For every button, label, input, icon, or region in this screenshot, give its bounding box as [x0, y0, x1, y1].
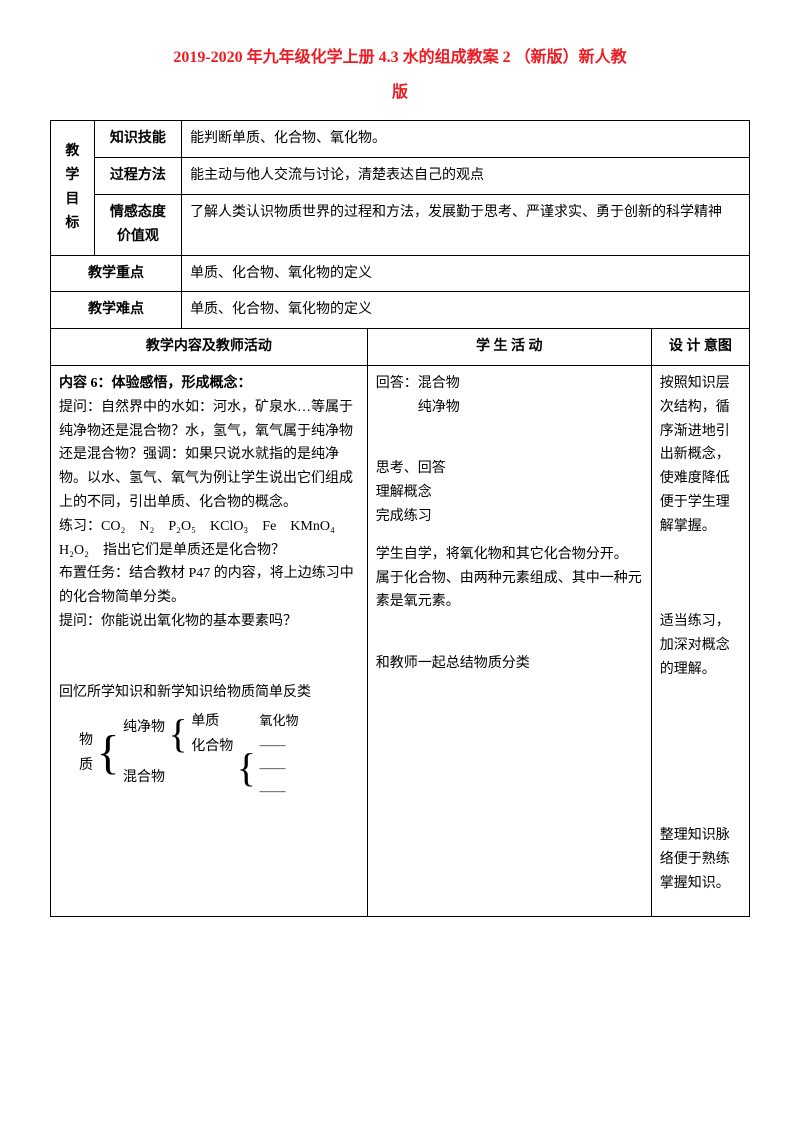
goal-content-attitude: 了解人类认识物质世界的过程和方法，发展勤于思考、严谨求实、勇于创新的科学精神: [182, 194, 750, 255]
bracket-icon: {: [237, 758, 256, 778]
col-intent: 设 计 意图: [651, 329, 749, 366]
student-a2: 纯净物: [376, 400, 460, 415]
col-student: 学 生 活 动: [367, 329, 651, 366]
student-a6: 学生自学，将氧化物和其它化合物分开。: [376, 547, 628, 562]
student-a4: 理解概念: [376, 485, 432, 500]
teacher-p5: 回忆所学知识和新学知识给物质简单反类: [59, 685, 311, 700]
content-row: 内容 6：体验感悟，形成概念： 提问：自然界中的水如：河水，矿泉水…等属于纯净物…: [51, 365, 750, 916]
keypoint-label: 教学重点: [51, 255, 182, 292]
goal-row-process: 过程方法 能主动与他人交流与讨论，清楚表达自己的观点: [51, 158, 750, 195]
col-teacher: 教学内容及教师活动: [51, 329, 368, 366]
keypoint-content: 单质、化合物、氧化物的定义: [182, 255, 750, 292]
teacher-p2: 练习：CO₂ N₂ P₂O₅ KClO₃ Fe KMnO₄ H₂O₂ 指出它们是…: [59, 519, 349, 558]
goal-content-process: 能主动与他人交流与讨论，清楚表达自己的观点: [182, 158, 750, 195]
diag-root: 物质: [79, 728, 93, 778]
goal-label-attitude: 情感态度价值观: [94, 194, 181, 255]
intent-cell: 按照知识层次结构，循序渐进地引出新概念，使难度降低便于学生理解掌握。 适当练习，…: [651, 365, 749, 916]
difficulty-label: 教学难点: [51, 292, 182, 329]
student-activity-cell: 回答：混合物 纯净物 思考、回答 理解概念 完成练习 学生自学，将氧化物和其它化…: [367, 365, 651, 916]
lesson-plan-table: 教学目标 知识技能 能判断单质、化合物、氧化物。 过程方法 能主动与他人交流与讨…: [50, 120, 750, 917]
goal-row-knowledge: 教学目标 知识技能 能判断单质、化合物、氧化物。: [51, 121, 750, 158]
goal-label-process: 过程方法: [94, 158, 181, 195]
teacher-p4: 提问：你能说出氧化物的基本要素吗？: [59, 614, 297, 629]
teacher-heading: 内容 6：体验感悟，形成概念：: [59, 376, 252, 391]
difficulty-row: 教学难点 单质、化合物、氧化物的定义: [51, 292, 750, 329]
page-title: 2019-2020 年九年级化学上册 4.3 水的组成教案 2 （新版）新人教 …: [50, 40, 750, 110]
diag-level1: 纯净物 混合物: [123, 715, 165, 791]
goal-label-knowledge: 知识技能: [94, 121, 181, 158]
student-a3: 思考、回答: [376, 461, 446, 476]
student-a5: 完成练习: [376, 509, 432, 524]
title-line2: 版: [392, 84, 408, 101]
student-a8: 和教师一起总结物质分类: [376, 656, 530, 671]
teacher-p1: 提问：自然界中的水如：河水，矿泉水…等属于纯净物还是混合物？水，氢气，氧气属于纯…: [59, 400, 353, 510]
difficulty-content: 单质、化合物、氧化物的定义: [182, 292, 750, 329]
bracket-icon: {: [169, 724, 188, 744]
classification-diagram: 物质 { 纯净物 混合物 { 单质 化合物 { 氧化物: [59, 705, 359, 839]
teacher-activity-cell: 内容 6：体验感悟，形成概念： 提问：自然界中的水如：河水，矿泉水…等属于纯净物…: [51, 365, 368, 916]
intent-i3: 整理知识脉络便于熟练掌握知识。: [660, 824, 741, 895]
intent-i2: 适当练习，加深对概念的理解。: [660, 610, 741, 681]
intent-i1: 按照知识层次结构，循序渐进地引出新概念，使难度降低便于学生理解掌握。: [660, 372, 741, 539]
goal-row-attitude: 情感态度价值观 了解人类认识物质世界的过程和方法，发展勤于思考、严谨求实、勇于创…: [51, 194, 750, 255]
bracket-icon: {: [97, 741, 120, 765]
goals-header: 教学目标: [51, 121, 95, 255]
teacher-p3: 布置任务：结合教材 P47 的内容，将上边练习中的化合物简单分类。: [59, 566, 354, 605]
title-line1: 2019-2020 年九年级化学上册 4.3 水的组成教案 2 （新版）新人教: [173, 49, 626, 66]
student-a7: 属于化合物、由两种元素组成、其中一种元素是氧元素。: [376, 571, 642, 610]
diag-level2: 单质 化合物: [191, 709, 233, 759]
goal-content-knowledge: 能判断单质、化合物、氧化物。: [182, 121, 750, 158]
diag-level3: 氧化物 —— —— ——: [259, 709, 298, 803]
columns-header-row: 教学内容及教师活动 学 生 活 动 设 计 意图: [51, 329, 750, 366]
keypoint-row: 教学重点 单质、化合物、氧化物的定义: [51, 255, 750, 292]
student-a1: 回答：混合物: [376, 376, 460, 391]
